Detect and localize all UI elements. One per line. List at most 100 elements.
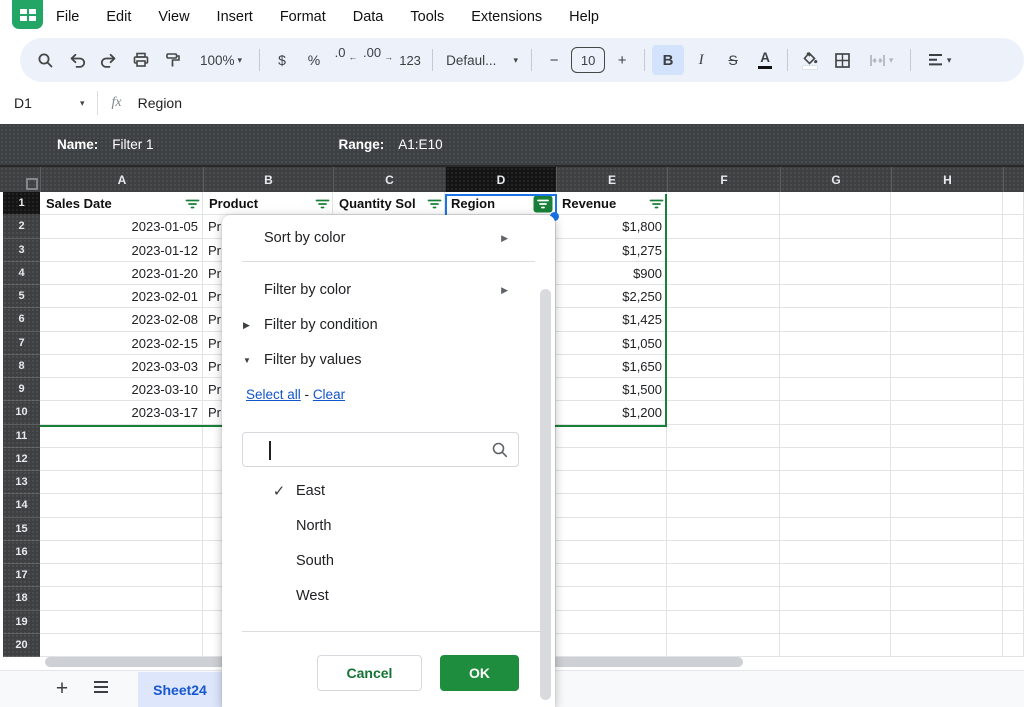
horizontal-align-button[interactable]: ▾ (918, 45, 960, 75)
zoom-select[interactable]: 100% ▾ (199, 52, 243, 68)
cell[interactable] (1003, 331, 1024, 355)
menu-help[interactable]: Help (569, 9, 599, 25)
cell[interactable] (780, 215, 891, 239)
filter-icon[interactable] (185, 198, 200, 210)
cell-revenue[interactable]: $900 (633, 265, 662, 281)
row-header-8[interactable]: 8 (3, 354, 40, 378)
cell[interactable] (667, 354, 780, 378)
cell[interactable] (667, 424, 780, 448)
cell[interactable] (1003, 610, 1024, 634)
row-header-20[interactable]: 20 (3, 633, 40, 657)
add-sheet-button[interactable]: + (55, 677, 69, 700)
filter-value-west[interactable]: West (222, 578, 540, 613)
header-cell-revenue[interactable]: Revenue (556, 192, 667, 215)
cell-product[interactable]: Pr (208, 265, 221, 281)
menu-extensions[interactable]: Extensions (471, 9, 543, 25)
cell-revenue[interactable]: $1,650 (622, 358, 662, 374)
filter-by-values-item[interactable]: ▼ Filter by values (243, 352, 362, 368)
cell[interactable] (1003, 517, 1024, 541)
cell[interactable] (667, 471, 780, 495)
cell[interactable] (780, 564, 891, 588)
cell[interactable] (1003, 424, 1024, 448)
cell[interactable] (1003, 587, 1024, 611)
cell[interactable] (40, 424, 203, 448)
active-cell-handle[interactable] (550, 212, 559, 221)
formula-input[interactable]: Region (137, 95, 183, 111)
cell[interactable] (1003, 192, 1024, 216)
column-header-E[interactable]: E (556, 167, 667, 192)
cell[interactable] (667, 238, 780, 262)
row-header-5[interactable]: 5 (3, 285, 40, 309)
menu-tools[interactable]: Tools (410, 9, 445, 25)
cell[interactable] (333, 192, 445, 216)
cell[interactable] (780, 354, 891, 378)
paint-format-icon[interactable] (158, 45, 188, 75)
filter-by-condition-item[interactable]: ▶ Filter by condition (243, 317, 378, 333)
cell[interactable] (1003, 308, 1024, 332)
format-percent-button[interactable]: % (307, 52, 321, 68)
cell[interactable] (891, 401, 1003, 425)
cell[interactable] (667, 192, 780, 216)
cell[interactable] (780, 378, 891, 402)
cell[interactable] (556, 610, 667, 634)
menu-data[interactable]: Data (352, 9, 384, 25)
row-header-15[interactable]: 15 (3, 517, 40, 541)
cell[interactable] (40, 238, 203, 262)
cell[interactable] (1003, 261, 1024, 285)
cell-sales-date[interactable]: 2023-02-08 (131, 312, 199, 328)
filter-icon[interactable] (427, 198, 442, 210)
cell[interactable] (780, 471, 891, 495)
ok-button[interactable]: OK (440, 655, 519, 691)
cell[interactable] (780, 308, 891, 332)
cell[interactable] (891, 447, 1003, 471)
cell[interactable] (891, 238, 1003, 262)
cell-sales-date[interactable]: 2023-03-17 (131, 405, 199, 421)
decrease-decimals-button[interactable]: .0 ← (334, 45, 358, 62)
cell[interactable] (891, 261, 1003, 285)
header-cell-sales-date[interactable]: Sales Date (40, 192, 203, 215)
row-header-18[interactable]: 18 (3, 587, 40, 611)
row-header-7[interactable]: 7 (3, 331, 40, 355)
cell-sales-date[interactable]: 2023-03-03 (131, 358, 199, 374)
print-icon[interactable] (126, 45, 156, 75)
cell-revenue[interactable]: $1,200 (622, 405, 662, 421)
row-header-17[interactable]: 17 (3, 564, 40, 588)
cell[interactable] (891, 471, 1003, 495)
cell[interactable] (40, 633, 203, 657)
cell[interactable] (891, 192, 1003, 216)
row-header-9[interactable]: 9 (3, 378, 40, 402)
cell-sales-date[interactable]: 2023-01-12 (131, 242, 199, 258)
cell-revenue[interactable]: $1,050 (622, 335, 662, 351)
font-size-input[interactable]: 10 (571, 47, 606, 73)
cell-sales-date[interactable]: 2023-01-20 (131, 265, 199, 281)
merge-cells-button[interactable]: ▾ (859, 45, 903, 75)
cell-revenue[interactable]: $1,500 (622, 382, 662, 398)
cell[interactable] (40, 378, 203, 402)
filter-by-color-item[interactable]: Filter by color ▶ (264, 282, 508, 298)
chevron-down-icon[interactable]: ▾ (80, 97, 85, 108)
cell[interactable] (40, 517, 203, 541)
cell[interactable] (891, 587, 1003, 611)
cell[interactable] (891, 215, 1003, 239)
text-color-button[interactable]: A (750, 45, 780, 75)
search-icon[interactable] (30, 45, 60, 75)
fill-color-icon[interactable] (795, 45, 825, 75)
cell[interactable] (40, 610, 203, 634)
cell[interactable] (40, 261, 203, 285)
cell[interactable] (780, 540, 891, 564)
strikethrough-button[interactable]: S (728, 52, 738, 68)
cell-product[interactable]: Pr (208, 312, 221, 328)
filter-active-icon[interactable] (533, 195, 553, 213)
cell[interactable] (780, 331, 891, 355)
column-header-D[interactable]: D (445, 167, 556, 192)
more-formats-button[interactable]: 123 (399, 52, 421, 68)
row-header-12[interactable]: 12 (3, 447, 40, 471)
cell[interactable] (556, 494, 667, 518)
cell[interactable] (40, 215, 203, 239)
cell[interactable] (556, 517, 667, 541)
cell[interactable] (1003, 354, 1024, 378)
cell-sales-date[interactable]: 2023-03-10 (131, 382, 199, 398)
cell[interactable] (780, 494, 891, 518)
cell[interactable] (667, 308, 780, 332)
cell-product[interactable]: Pr (208, 242, 221, 258)
